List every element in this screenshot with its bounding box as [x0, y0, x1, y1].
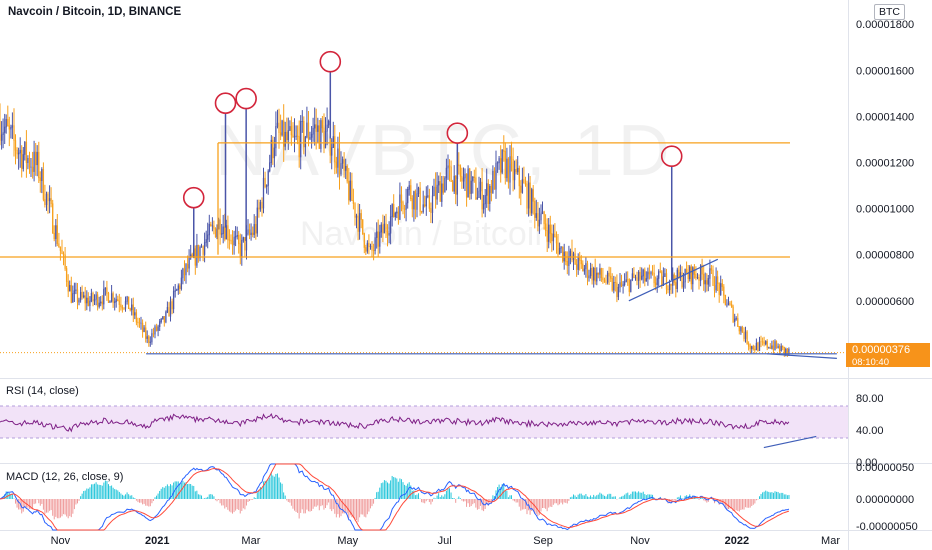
rsi-trend-line	[763, 435, 817, 449]
price-tick-label: 0.00000600	[856, 296, 914, 308]
time-tick-label: Jul	[438, 535, 452, 547]
time-tick-label: 2021	[145, 535, 169, 547]
macd-tick-label: -0.00000050	[856, 521, 918, 533]
rsi-label[interactable]: RSI (14, close)	[6, 385, 79, 397]
price-tick-label: 0.00001200	[856, 157, 914, 169]
symbol-watermark: NAVBTC, 1D	[215, 111, 674, 191]
rsi-tick-label: 40.00	[856, 425, 884, 437]
price-tick-label: 0.00001000	[856, 204, 914, 216]
rsi-pane: 80.00 40.00 0.00	[0, 393, 884, 469]
signal-line	[0, 463, 790, 531]
high-marker-circle-0	[182, 186, 205, 209]
name-watermark: Navcoin / Bitcoin	[300, 215, 554, 253]
bar-countdown: 08:10:40	[852, 357, 889, 368]
macd-label[interactable]: MACD (12, 26, close, 9)	[6, 471, 124, 483]
last-price-label: 0.00000376 08:10:40	[846, 343, 930, 368]
high-marker-circle-5	[660, 145, 683, 167]
time-tick-label: Mar	[821, 535, 840, 547]
time-tick-label: 2022	[725, 535, 749, 547]
high-marker-circle-3	[319, 50, 342, 73]
rsi-line	[0, 413, 790, 433]
price-tick-label: 0.00001800	[856, 19, 914, 31]
time-tick-label: May	[337, 535, 358, 547]
high-marker-circle-4	[446, 122, 469, 144]
macd-pane: 0.00000050 0.00000000 -0.00000050	[0, 462, 918, 533]
price-tick-label: 0.00000800	[856, 250, 914, 262]
high-marker-circle-2	[235, 87, 257, 110]
high-marker-circle-1	[214, 92, 237, 114]
time-tick-label: Nov	[51, 535, 71, 547]
rsi-tick-label: 80.00	[856, 393, 884, 405]
candles	[0, 71, 790, 357]
price-tick-label: 0.00001600	[856, 65, 914, 77]
trend-line-0	[628, 258, 719, 302]
time-tick-label: Nov	[630, 535, 650, 547]
rsi-tick-label: 0.00	[856, 457, 877, 469]
macd-tick-label: 0.00000000	[856, 494, 914, 506]
last-price-value: 0.00000376	[852, 344, 911, 356]
currency-badge[interactable]: BTC	[874, 4, 905, 20]
chart-title: Navcoin / Bitcoin, 1D, BINANCE	[8, 6, 182, 18]
macd-tick-label: 0.00000050	[856, 462, 914, 474]
time-tick-label: Mar	[241, 535, 260, 547]
trend-line-2	[766, 353, 837, 360]
time-tick-label: Sep	[533, 535, 553, 547]
price-tick-label: 0.00001400	[856, 111, 914, 123]
